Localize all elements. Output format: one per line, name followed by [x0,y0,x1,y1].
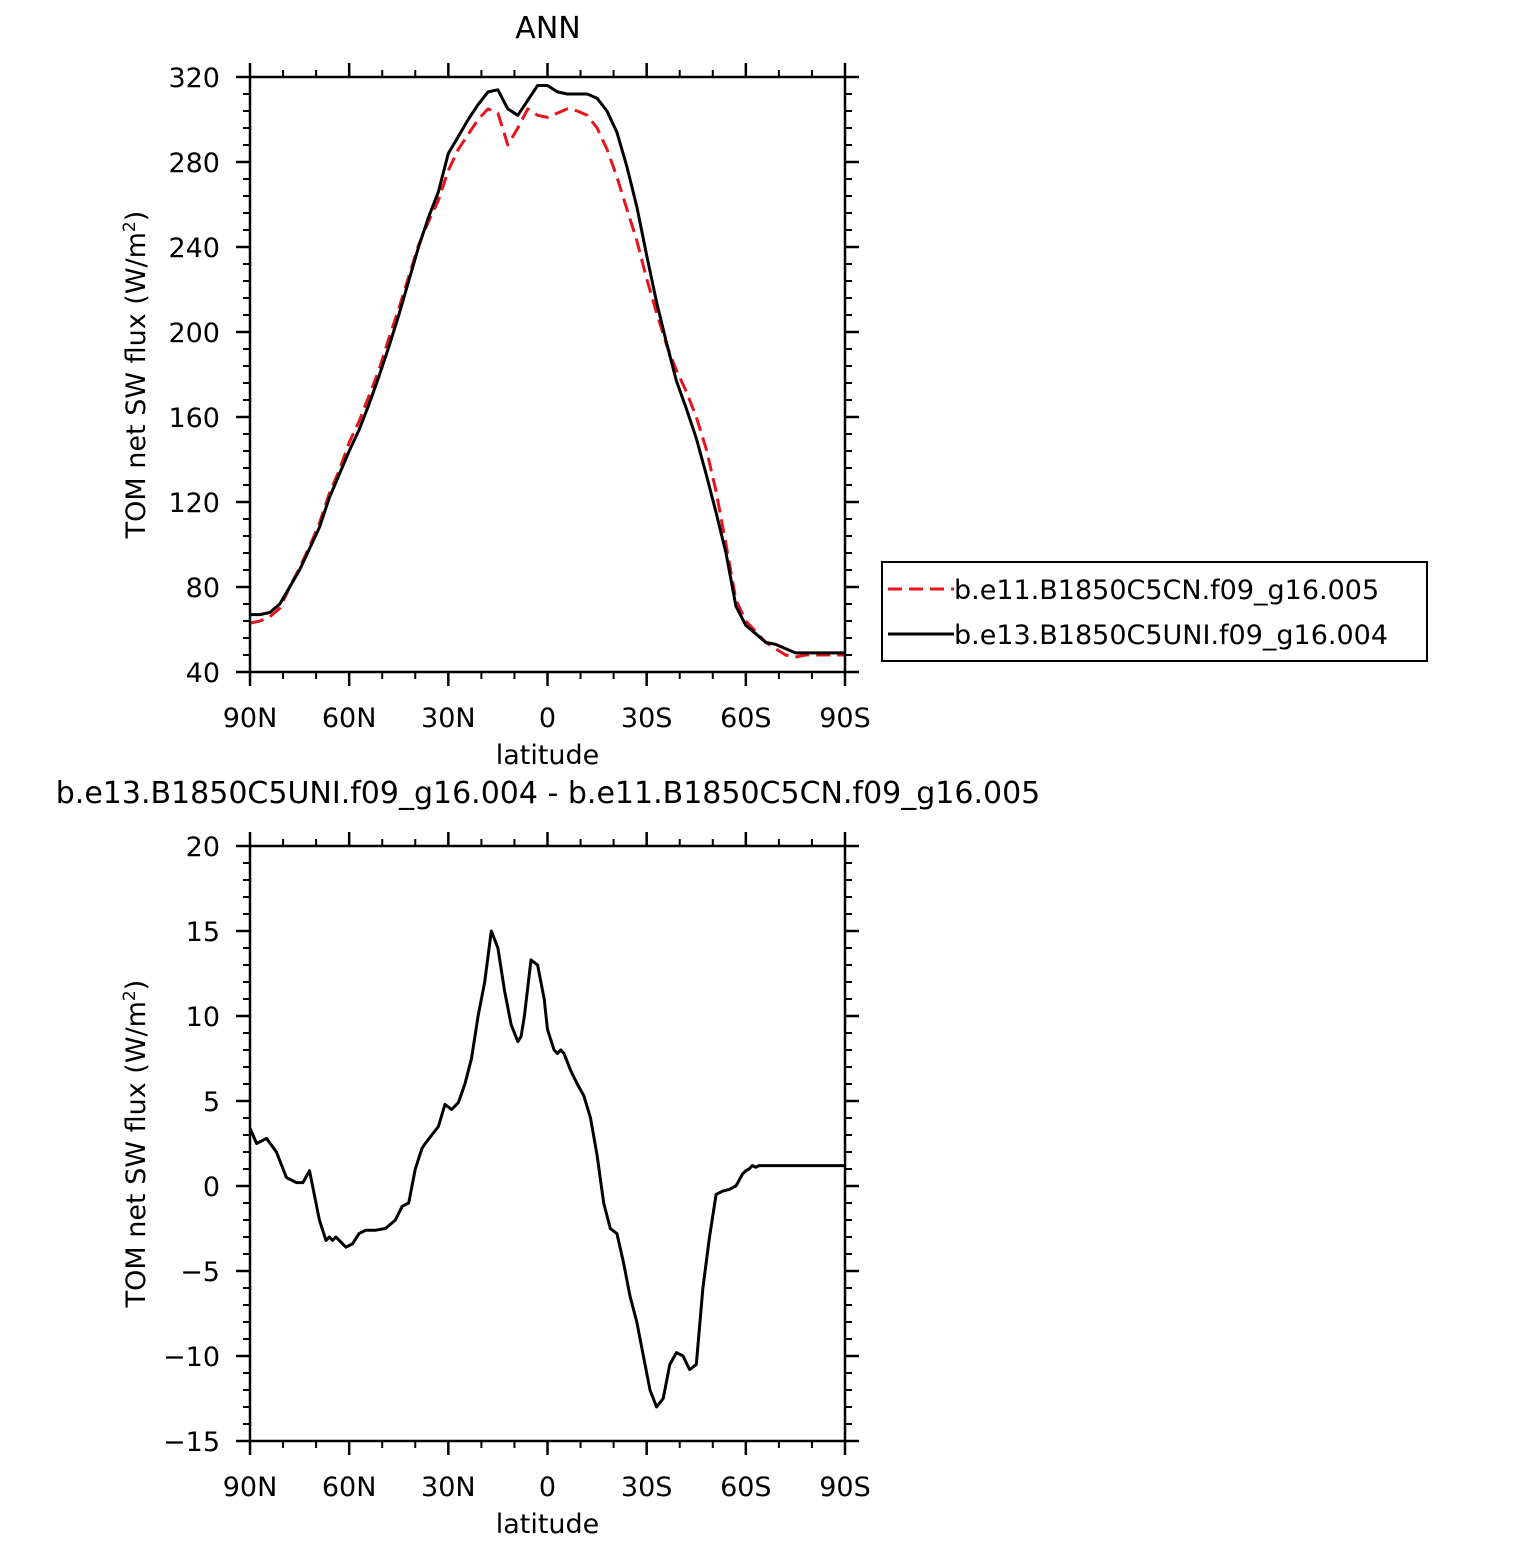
x-tick-label: 90S [819,1472,871,1503]
y-tick-label: 240 [168,233,220,264]
x-tick-label: 60S [720,703,772,734]
x-tick-label: 30N [421,1472,476,1503]
x-axis-label: latitude [496,1509,600,1540]
x-tick-label: 0 [539,1472,556,1503]
y-tick-label: 280 [168,148,220,179]
chart-title: b.e13.B1850C5UNI.f09_g16.004 - b.e11.B18… [56,776,1041,811]
x-tick-label: 90N [223,703,278,734]
x-tick-label: 60N [322,1472,377,1503]
chart-title: ANN [515,11,580,46]
legend-label: b.e13.B1850C5UNI.f09_g16.004 [954,620,1388,651]
y-tick-label: 160 [168,403,220,434]
series-lines [250,929,845,1409]
series-line-1 [250,929,845,1409]
panel-annual-mean: ANN 40 80 120 160 200 240 280 320 90N 60N 30N 0 30S 60… [120,11,1428,771]
y-tick-label: 80 [186,573,220,604]
y-tick-label: 200 [168,318,220,349]
y-tick-label: 120 [168,488,220,519]
legend: b.e11.B1850C5CN.f09_g16.005 b.e13.B1850C5… [881,561,1428,662]
legend-box [881,561,1428,662]
x-tick-label: 30N [421,703,476,734]
panel-difference: b.e13.B1850C5UNI.f09_g16.004 - b.e11.B18… [56,776,1041,1540]
y-axis-label: TOM net SW flux (W/m2) [120,980,152,1309]
x-tick-label: 60S [720,1472,772,1503]
plot-frame [248,844,847,1443]
x-tick-label: 30S [621,1472,673,1503]
legend-label: b.e11.B1850C5CN.f09_g16.005 [954,575,1379,606]
series-line-2 [250,84,845,655]
y-tick-label: 15 [186,917,220,948]
x-axis-label: latitude [496,740,600,771]
x-tick-label: 0 [539,703,556,734]
y-tick-label: 10 [186,1002,220,1033]
series-line-1 [250,107,845,659]
x-tick-label: 60N [322,703,377,734]
y-tick-label: 320 [168,63,220,94]
x-tick-label: 90N [223,1472,278,1503]
y-axis-label: TOM net SW flux (W/m2) [120,211,152,540]
series-lines [250,84,845,659]
y-tick-label: 5 [203,1087,220,1118]
x-tick-label: 30S [621,703,673,734]
y-tick-label: −5 [180,1257,220,1288]
y-tick-label: 0 [203,1172,220,1203]
y-tick-label: −15 [163,1427,220,1458]
y-tick-label: 20 [186,832,220,863]
y-tick-label: 40 [186,658,220,689]
y-tick-label: −10 [163,1342,220,1373]
x-tick-label: 90S [819,703,871,734]
plot-frame [248,75,847,674]
